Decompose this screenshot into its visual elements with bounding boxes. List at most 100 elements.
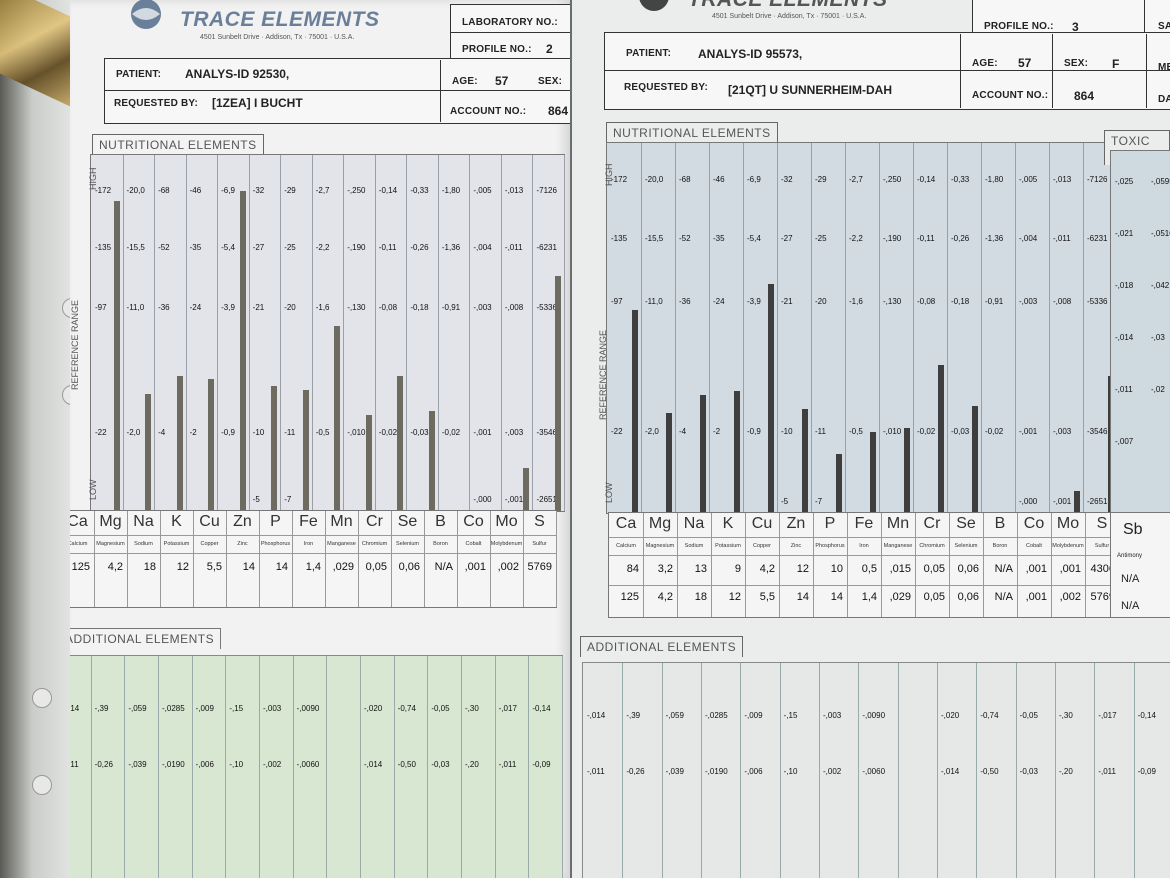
tick-label: -97 bbox=[611, 297, 623, 307]
result-bar bbox=[555, 276, 561, 511]
result-value: 5,5 bbox=[759, 591, 775, 603]
tick-label: -0,9 bbox=[221, 427, 235, 437]
age-value: 57 bbox=[495, 74, 509, 88]
chart-column bbox=[662, 663, 702, 878]
sex-label: SEX: bbox=[538, 76, 563, 87]
result-bar bbox=[802, 409, 808, 513]
element-name: Iron bbox=[303, 541, 314, 547]
tick-label: -29 bbox=[284, 185, 296, 195]
result-value: 125 bbox=[71, 561, 90, 573]
result-bar bbox=[145, 393, 152, 511]
tick-label: -,006 bbox=[744, 767, 763, 776]
chart-column bbox=[124, 656, 159, 878]
chart-column bbox=[280, 155, 313, 511]
patient-box bbox=[604, 32, 1170, 110]
tick-label: -22 bbox=[611, 426, 623, 436]
toxic-results-table: Sb Antimony N/A N/A bbox=[1110, 512, 1170, 618]
tick-label: -0,09 bbox=[532, 760, 551, 769]
tick-label: -,004 bbox=[473, 242, 492, 252]
tick-label: -1,36 bbox=[985, 234, 1004, 244]
tick-label: -,014 bbox=[1115, 333, 1134, 342]
divider bbox=[104, 90, 570, 91]
trace-elements-logo-icon bbox=[639, 0, 669, 11]
tick-label: -,250 bbox=[347, 185, 366, 195]
chart-column bbox=[1094, 663, 1135, 878]
element-name: Sulfur bbox=[532, 541, 547, 547]
element-name: Molybdenum bbox=[490, 541, 523, 547]
result-bar bbox=[632, 309, 638, 513]
lab-no-label: LABORATORY NO.: bbox=[462, 17, 558, 28]
tick-label: -,005 bbox=[473, 185, 492, 195]
tick-label: -,0595 bbox=[1151, 177, 1170, 186]
tick-label: -135 bbox=[95, 242, 112, 252]
tick-label: -,10 bbox=[783, 767, 798, 776]
tick-label: -,011 bbox=[1115, 385, 1133, 394]
chart-column bbox=[326, 656, 361, 878]
chart-column bbox=[186, 155, 219, 511]
result-bar bbox=[334, 325, 341, 511]
profile-no-value: 3 bbox=[1072, 20, 1079, 34]
result-value: ,001 bbox=[464, 561, 486, 573]
tick-label: -0,02 bbox=[985, 426, 1004, 436]
tick-label: -21 bbox=[252, 303, 265, 313]
tick-label: -4 bbox=[679, 426, 687, 436]
tick-label: -0,03 bbox=[431, 760, 450, 769]
table-column bbox=[424, 511, 458, 607]
result-bar bbox=[176, 375, 183, 511]
table-column bbox=[292, 511, 326, 607]
divider bbox=[1144, 0, 1145, 42]
tick-label: -6231 bbox=[536, 242, 557, 252]
result-value: N/A bbox=[994, 591, 1013, 603]
chart-column bbox=[259, 656, 294, 878]
table-column bbox=[325, 511, 359, 607]
tick-label: -,009 bbox=[195, 704, 214, 713]
table-column bbox=[160, 511, 194, 607]
element-name: Phosphorus bbox=[260, 541, 291, 547]
element-symbol: Co bbox=[1023, 515, 1045, 532]
tick-label: -27 bbox=[252, 242, 265, 252]
account-no-value: 864 bbox=[548, 104, 569, 118]
result-value: N/A bbox=[1121, 600, 1140, 612]
tick-label: -22 bbox=[95, 427, 107, 437]
table-column bbox=[259, 511, 293, 607]
tick-label: -6,9 bbox=[221, 185, 235, 195]
tick-label: -,001 bbox=[473, 427, 492, 437]
tick-label: -,008 bbox=[504, 303, 524, 313]
element-symbol: Na bbox=[133, 513, 154, 530]
chart-column bbox=[622, 663, 663, 878]
tick-label: -,30 bbox=[1059, 711, 1073, 720]
result-value: ,015 bbox=[889, 563, 911, 575]
tick-label: -,30 bbox=[465, 704, 479, 713]
table-column bbox=[1017, 513, 1052, 617]
da-label: DA bbox=[1158, 94, 1170, 105]
tick-label: -,03 bbox=[1151, 333, 1165, 342]
tick-label: -2,7 bbox=[315, 185, 330, 195]
tick-label: -,0060 bbox=[862, 767, 886, 776]
result-value: ,002 bbox=[497, 561, 519, 573]
nutritional-elements-tab: NUTRITIONAL ELEMENTS bbox=[606, 122, 778, 143]
result-value: ,001 bbox=[1059, 563, 1081, 575]
element-symbol: P bbox=[270, 513, 281, 530]
element-symbol: Mg bbox=[99, 513, 122, 530]
tick-label: -,002 bbox=[263, 760, 282, 769]
element-symbol: Fe bbox=[299, 513, 318, 530]
tick-label: -,005 bbox=[1019, 175, 1038, 184]
table-column bbox=[881, 513, 916, 617]
tick-label: -1,6 bbox=[849, 297, 863, 307]
element-symbol: B bbox=[994, 515, 1006, 532]
chart-column bbox=[811, 143, 846, 513]
chart-column bbox=[501, 155, 534, 511]
tick-label: -0,33 bbox=[410, 185, 429, 195]
chart-column bbox=[154, 155, 187, 511]
tick-label: -,001 bbox=[1053, 497, 1072, 506]
element-name: Chromium bbox=[361, 541, 388, 547]
tick-label: -32 bbox=[252, 185, 265, 195]
table-column bbox=[847, 513, 882, 617]
me-label: ME bbox=[1158, 62, 1170, 73]
tick-label: -,001 bbox=[1019, 426, 1038, 436]
result-bar bbox=[365, 414, 372, 511]
tick-label: -25 bbox=[815, 234, 827, 244]
axis-high-label: HIGH bbox=[604, 163, 614, 187]
result-value: 0,06 bbox=[957, 563, 979, 575]
table-column bbox=[609, 513, 644, 617]
